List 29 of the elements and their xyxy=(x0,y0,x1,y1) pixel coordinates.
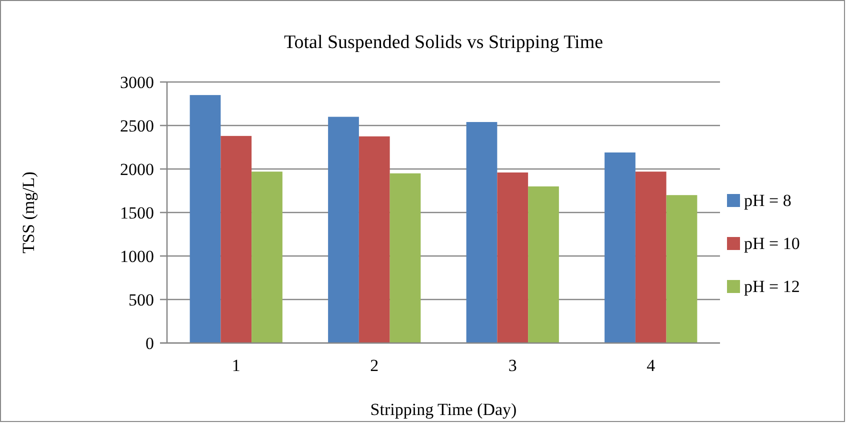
bar xyxy=(497,172,528,343)
y-tick-label: 3000 xyxy=(120,72,154,92)
bar xyxy=(528,186,559,343)
x-axis-title: Stripping Time (Day) xyxy=(370,400,517,419)
x-tick-label: 1 xyxy=(232,356,240,375)
chart-title: Total Suspended Solids vs Stripping Time xyxy=(284,32,604,53)
bar xyxy=(252,172,282,343)
bar xyxy=(466,122,498,343)
y-axis-title: TSS (mg/L) xyxy=(19,172,38,254)
legend-label: pH = 12 xyxy=(744,276,800,296)
y-tick-label: 2500 xyxy=(120,116,154,136)
bar xyxy=(390,173,421,343)
bar xyxy=(666,195,698,343)
y-tick-label: 1000 xyxy=(120,246,154,266)
bar xyxy=(190,95,221,343)
legend-label: pH = 8 xyxy=(744,190,792,210)
x-tick-label: 2 xyxy=(370,356,379,375)
x-tick-label: 3 xyxy=(508,356,517,375)
y-tick-label: 2000 xyxy=(120,160,154,179)
y-tick-label: 0 xyxy=(146,334,154,353)
y-tick-label: 500 xyxy=(128,290,154,310)
y-tick-label: 1500 xyxy=(120,203,154,222)
bar xyxy=(220,136,252,343)
bar xyxy=(328,116,359,343)
bar xyxy=(635,172,666,343)
x-tick-label: 4 xyxy=(646,356,656,375)
legend-label: pH = 10 xyxy=(744,234,800,253)
bar xyxy=(604,152,636,343)
bar xyxy=(358,136,390,343)
